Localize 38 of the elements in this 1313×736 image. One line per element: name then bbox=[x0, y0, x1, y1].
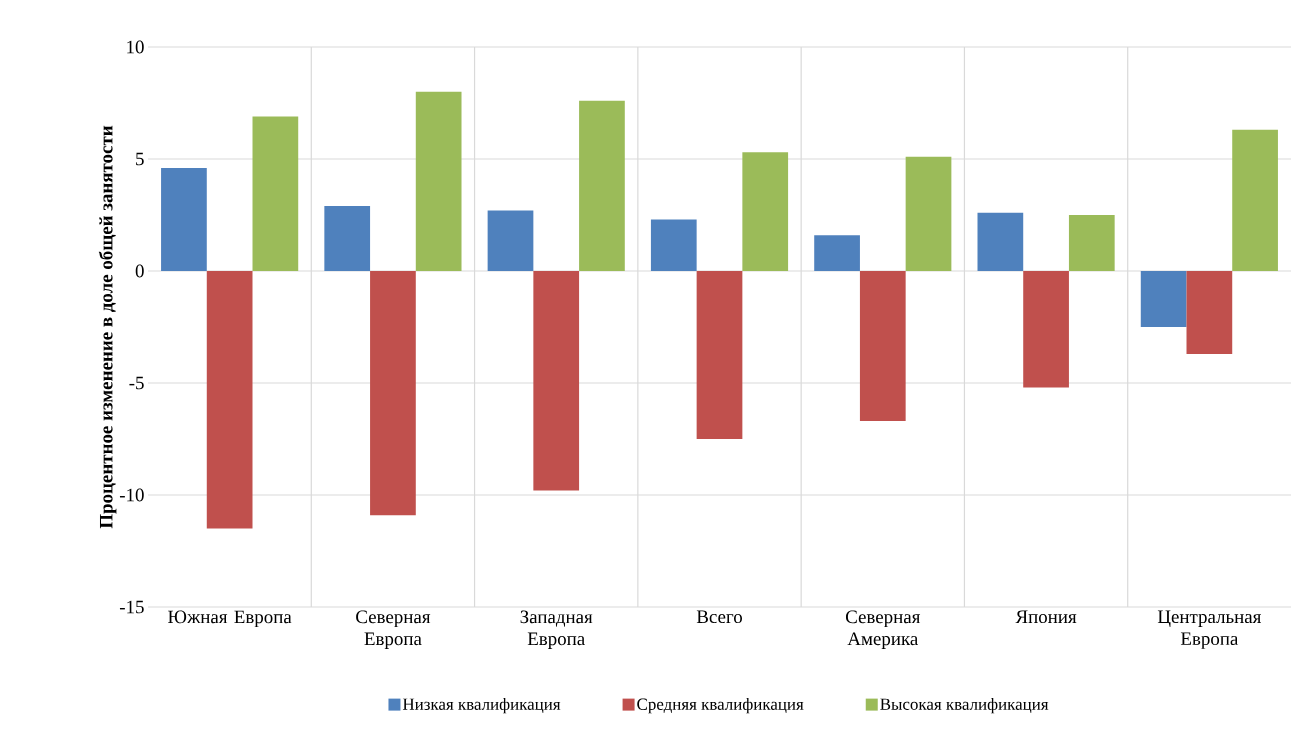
bar bbox=[1140, 270, 1187, 327]
x-tick-label: Северная Америка bbox=[845, 610, 921, 650]
y-axis-title: Процентное изменение в доле общей занятости bbox=[98, 125, 117, 529]
legend-label: Средняя квалификация bbox=[637, 697, 804, 714]
y-tick-label: -10 bbox=[119, 488, 144, 502]
bar bbox=[370, 270, 416, 516]
bar bbox=[1023, 270, 1069, 388]
x-tick-label: Япония bbox=[1015, 610, 1077, 624]
bar bbox=[905, 156, 952, 271]
y-tick-label: -5 bbox=[129, 376, 144, 390]
legend-label: Высокая квалификация bbox=[880, 697, 1049, 714]
legend-label: Низкая квалификация bbox=[402, 697, 561, 714]
x-tick-label: Западная Европа bbox=[520, 610, 593, 650]
x-tick-label: Центральная Европа bbox=[1157, 610, 1262, 649]
y-tick-label: 5 bbox=[136, 152, 144, 166]
bar bbox=[1186, 270, 1233, 354]
bar bbox=[324, 206, 371, 271]
x-tick-label: Южная Европа bbox=[168, 610, 292, 628]
bar bbox=[487, 210, 534, 271]
bar bbox=[533, 270, 580, 491]
bar bbox=[415, 91, 462, 271]
bar bbox=[696, 270, 743, 439]
bar bbox=[650, 219, 697, 271]
bar bbox=[579, 100, 625, 271]
x-tick-label: Северная Европа bbox=[356, 610, 431, 650]
bar bbox=[977, 212, 1024, 271]
y-tick-label: -15 bbox=[119, 600, 144, 614]
bar bbox=[859, 270, 906, 422]
bar bbox=[252, 116, 299, 271]
x-tick-label: Всего bbox=[696, 610, 742, 624]
bar bbox=[1068, 214, 1115, 271]
bar bbox=[206, 270, 253, 529]
bar bbox=[161, 167, 207, 271]
y-tick-label: 10 bbox=[127, 40, 144, 54]
bar bbox=[814, 235, 860, 271]
bar bbox=[1232, 129, 1278, 271]
bar bbox=[742, 152, 789, 271]
y-tick-label: 0 bbox=[135, 264, 144, 278]
